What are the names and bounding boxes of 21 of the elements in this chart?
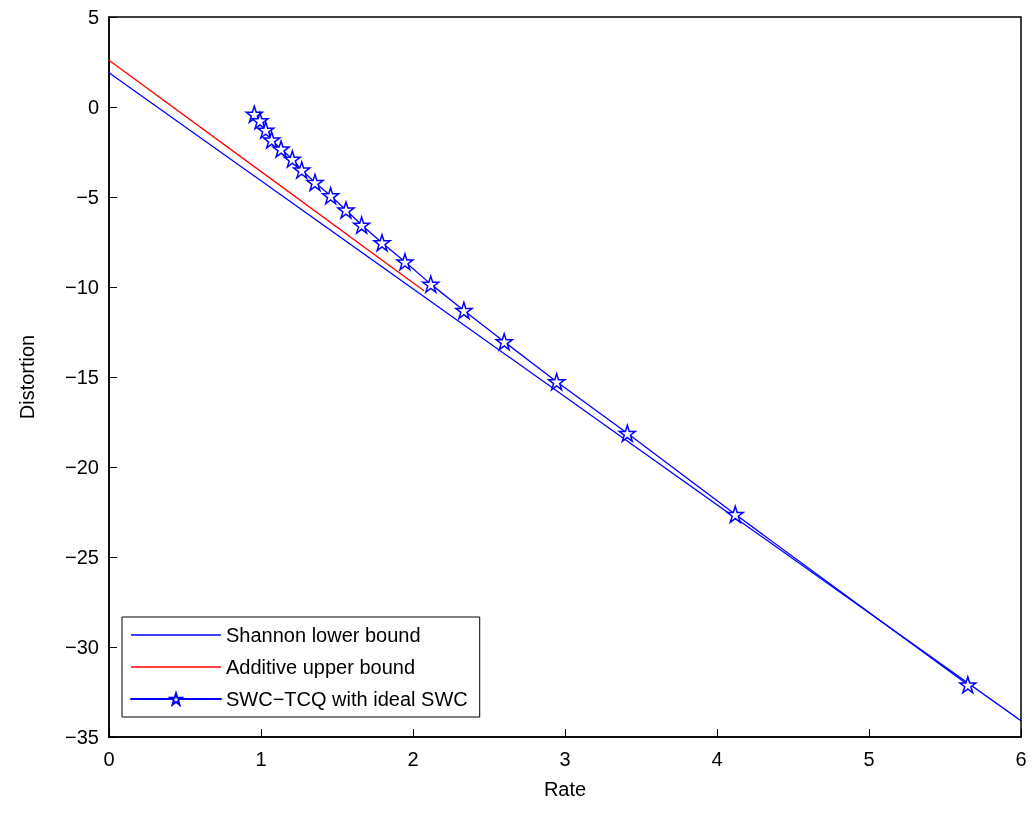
x-tick-label: 0 xyxy=(103,748,115,770)
legend-label: Additive upper bound xyxy=(226,656,416,678)
y-tick-label: −35 xyxy=(65,726,99,748)
x-tick-label: 5 xyxy=(863,748,875,770)
y-tick-label: 0 xyxy=(87,96,99,118)
x-tick-label: 1 xyxy=(255,748,267,770)
x-tick-label: 3 xyxy=(559,748,571,770)
y-tick-label: −10 xyxy=(65,276,99,298)
x-axis-title: Rate xyxy=(543,778,587,800)
y-tick-label: −20 xyxy=(65,456,99,478)
y-tick-label: −30 xyxy=(65,636,99,658)
y-tick-label: −15 xyxy=(65,366,99,388)
x-tick-label: 4 xyxy=(711,748,723,770)
x-tick-label: 2 xyxy=(407,748,419,770)
legend-label: SWC−TCQ with ideal SWC xyxy=(226,688,468,710)
y-tick-label: 5 xyxy=(87,6,99,28)
y-axis-title: Distortion xyxy=(16,334,38,420)
legend-label: Shannon lower bound xyxy=(226,624,421,646)
y-tick-label: −25 xyxy=(65,546,99,568)
y-tick-label: −5 xyxy=(76,186,99,208)
x-tick-label: 6 xyxy=(1015,748,1027,770)
